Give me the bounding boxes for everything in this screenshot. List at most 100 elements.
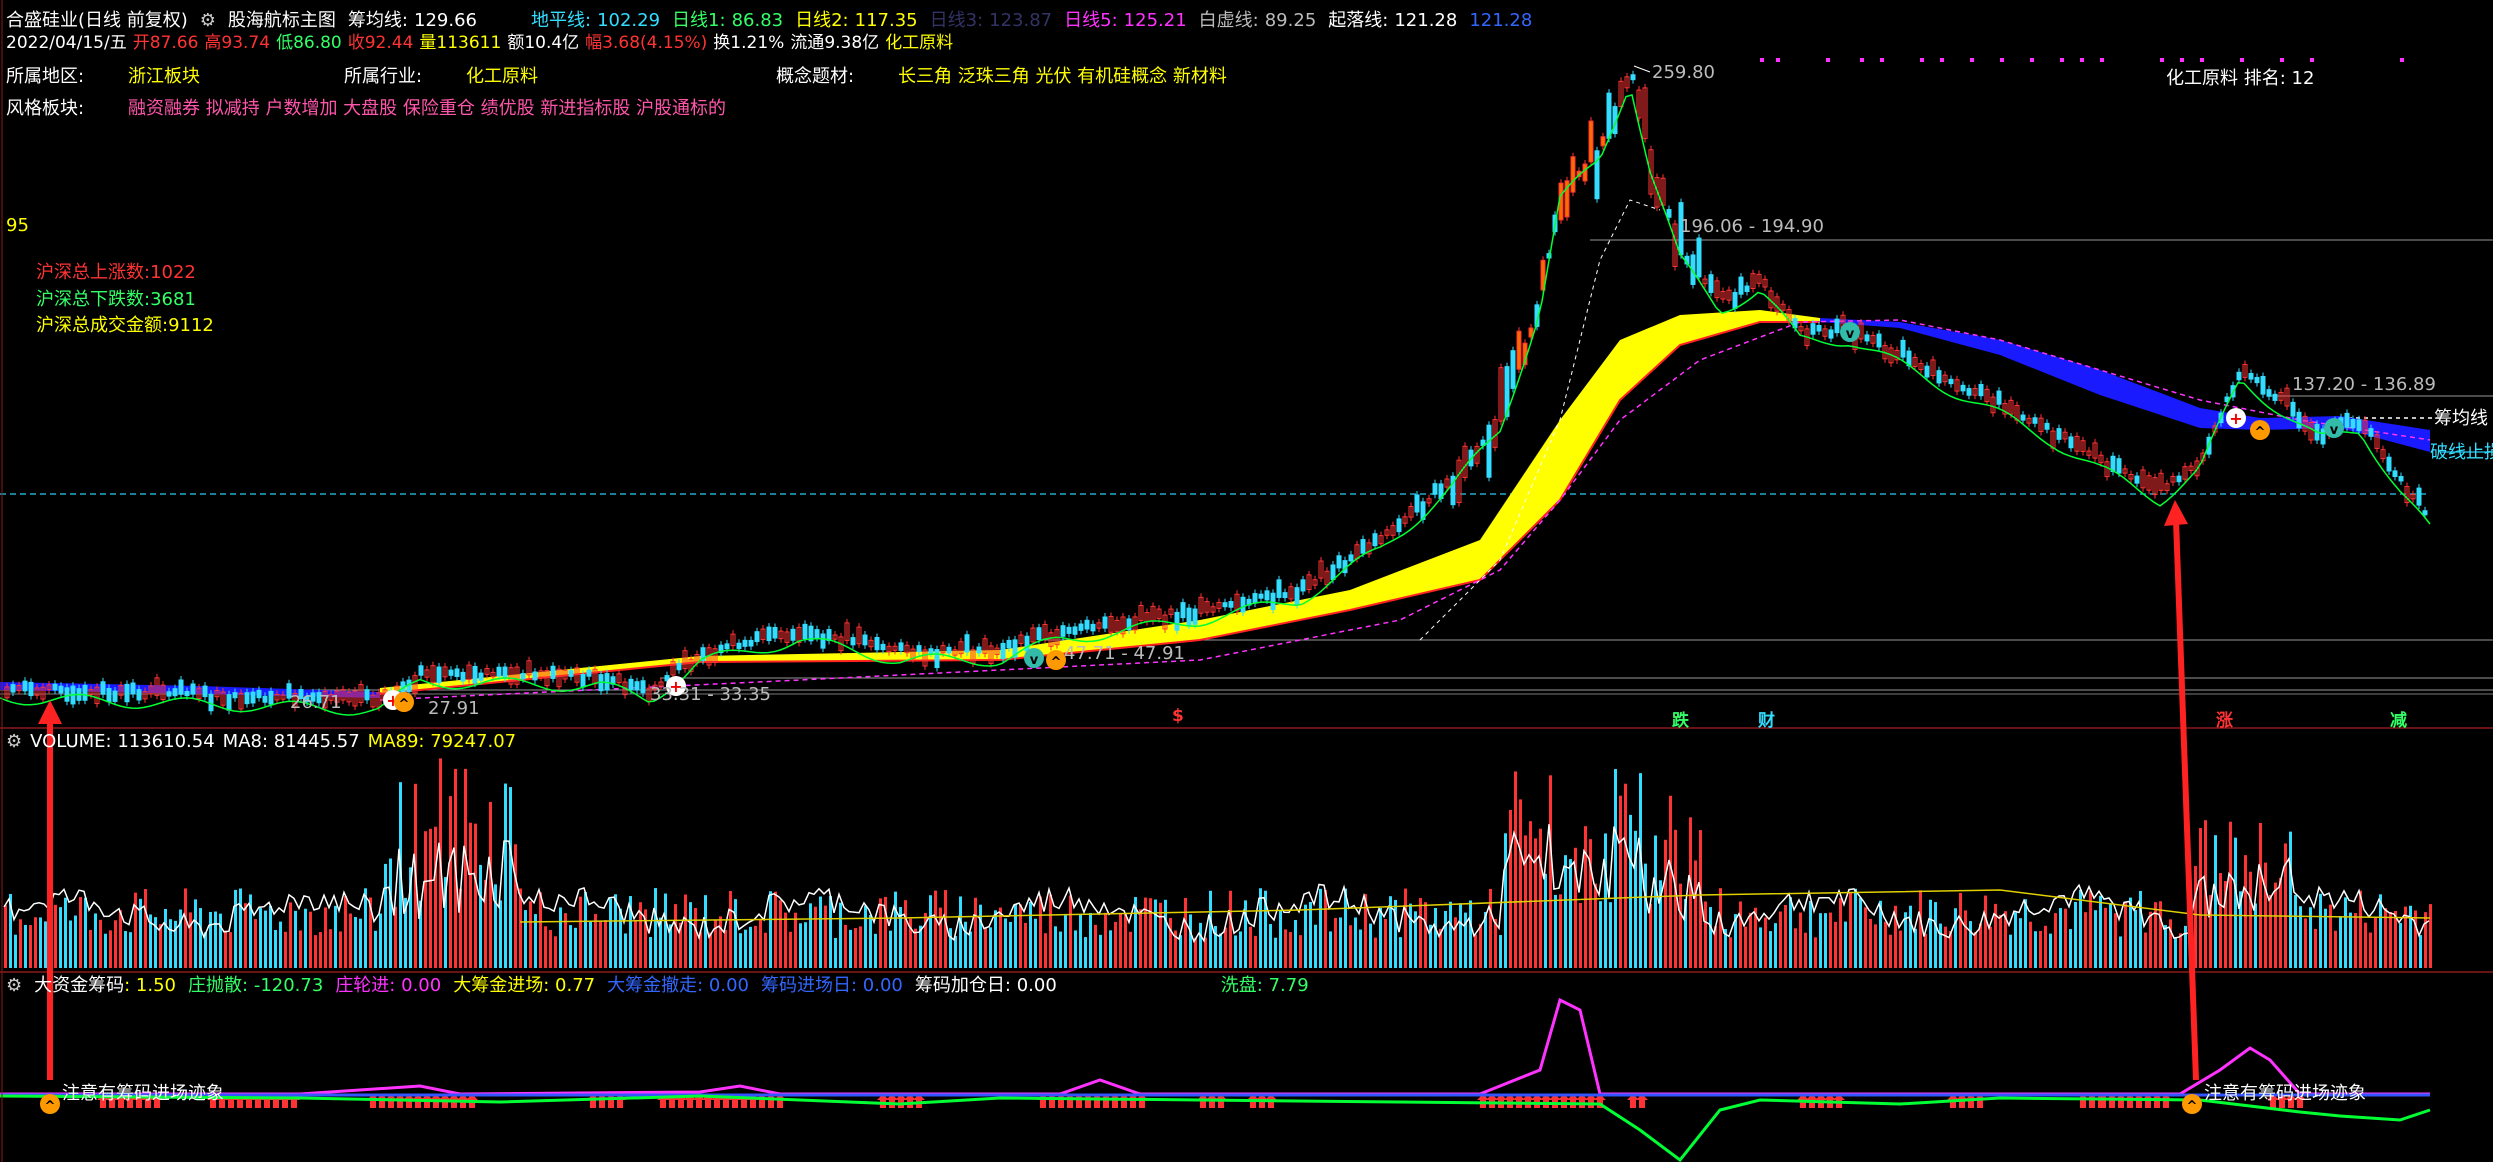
- style-value[interactable]: 融资融券 拟减持 户数增加 大盘股 保险重仓 绩优股 新进指标股 沪股通标的: [128, 98, 727, 119]
- chou-add-day: 筹码加仓日: 0.00: [914, 975, 1057, 996]
- down-arrow-signal-icon-3: v: [2324, 418, 2344, 438]
- baixuxian-value: 白虚线: 89.25: [1198, 10, 1317, 31]
- quote-row: 2022/04/15/五 开87.66 高93.74 低86.80 收92.44…: [6, 32, 953, 54]
- capital-note-right: 注意有筹码进场迹象: [2204, 1083, 2366, 1104]
- band3-label: 47.71 - 47.91: [1064, 643, 1185, 664]
- chou-in-day: 筹码进场日: 0.00: [760, 975, 903, 996]
- quote-float: 流通9.38亿: [790, 33, 880, 53]
- industry-label: 所属行业:: [344, 66, 423, 87]
- quote-amount: 额10.4亿: [507, 33, 580, 53]
- svg-text:^: ^: [1051, 655, 1062, 670]
- stop-loss-label: 破线止损: [2430, 442, 2493, 463]
- score-value: 95: [6, 215, 29, 236]
- event-marker-fall[interactable]: 跌: [1672, 711, 1689, 731]
- chouyun-value: 筹均线: 129.66: [347, 10, 477, 31]
- capital-gear-icon[interactable]: ⚙: [6, 975, 23, 996]
- market-turnover: 沪深总成交金额:9112: [36, 315, 214, 336]
- svg-text:^: ^: [2187, 1099, 2198, 1114]
- event-marker-finance[interactable]: 财: [1758, 711, 1775, 731]
- volume-ma89: MA89: 79247.07: [367, 731, 517, 752]
- quote-close: 收92.44: [347, 33, 414, 53]
- svg-text:v: v: [1030, 653, 1039, 668]
- quote-turnover: 换1.21%: [713, 33, 785, 53]
- qiluoxian-value: 起落线: 121.28: [1328, 10, 1458, 31]
- svg-text:+: +: [2229, 409, 2242, 428]
- svg-text:^: ^: [399, 697, 410, 712]
- quote-volume: 量113611: [419, 33, 502, 53]
- up-arrow-signal-icon-2: ^: [1046, 650, 1066, 670]
- chouyun-line-label: 筹均线: [2434, 408, 2488, 429]
- low2-label: 27.91: [428, 698, 480, 719]
- quote-high: 高93.74: [204, 33, 271, 53]
- indicator-name[interactable]: 股海航标主图: [227, 10, 336, 31]
- volume-bars: [4, 758, 2432, 968]
- dachou-in: 大筹金进场: 0.77: [453, 975, 596, 996]
- volume-ma8: MA8: 81445.57: [222, 731, 360, 752]
- buy-signal-icon-2: +: [666, 676, 686, 696]
- capital-signal-icon-right: ^: [2182, 1094, 2202, 1114]
- event-marker-dollar[interactable]: $: [1172, 706, 1184, 726]
- blue-chip-band: [0, 318, 2430, 698]
- svg-text:+: +: [669, 677, 682, 696]
- dachou-out: 大筹金撤走: 0.00: [607, 975, 749, 996]
- volume-ma89-line: [519, 889, 2431, 923]
- style-label: 风格板块:: [6, 98, 85, 119]
- trailing-value: 121.28: [1469, 10, 1533, 31]
- event-marker-rise[interactable]: 涨: [2216, 711, 2233, 731]
- low1-label: 26.71: [290, 692, 342, 713]
- quote-low: 低86.80: [276, 33, 342, 53]
- up-arrow-signal-icon-3: ^: [2250, 420, 2270, 440]
- big-red-arrow-left: [38, 700, 62, 1080]
- band2-label: 137.20 - 136.89: [2292, 374, 2436, 395]
- indicator-header-row: 合盛硅业(日线 前复权) ⚙ 股海航标主图 筹均线: 129.66 地平线: 102…: [6, 10, 1532, 32]
- magenta-dashed-line: [379, 319, 2431, 701]
- band4-label: 33.31 - 33.35: [650, 684, 771, 705]
- rixian5-value: 日线5: 125.21: [1064, 10, 1187, 31]
- industry-value[interactable]: 化工原料: [466, 66, 538, 87]
- big-red-arrow-right: [2164, 500, 2199, 1081]
- capital-title: 大资金筹码: 1.50: [34, 975, 177, 996]
- market-down-count: 沪深总下跌数:3681: [36, 289, 196, 310]
- quote-date: 2022/04/15/五: [6, 33, 127, 53]
- sector-rank: 化工原料 排名: 12: [2166, 68, 2315, 89]
- svg-text:v: v: [1846, 327, 1855, 342]
- capital-green-line: [0, 1094, 2431, 1162]
- volume-gear-icon[interactable]: ⚙: [6, 731, 23, 752]
- buy-signal-icon-3: +: [2226, 408, 2246, 428]
- rixian1-value: 日线1: 86.83: [672, 10, 784, 31]
- down-arrow-signal-icon-2: v: [1840, 322, 1860, 342]
- region-label: 所属地区:: [6, 66, 85, 87]
- up-arrow-signal-icon: ^: [394, 692, 414, 712]
- stock-name[interactable]: 合盛硅业(日线 前复权): [6, 10, 188, 31]
- wash-value: 洗盘: 7.79: [1220, 975, 1309, 996]
- event-marker-reduce[interactable]: 减: [2390, 711, 2407, 731]
- capital-signal-icon-left: ^: [40, 1094, 60, 1114]
- peak-price-label: 259.80: [1652, 62, 1715, 83]
- concept-value[interactable]: 长三角 泛珠三角 光伏 有机硅概念 新材料: [898, 66, 1227, 87]
- region-value[interactable]: 浙江板块: [128, 66, 200, 87]
- dipingxian-value: 地平线: 102.29: [530, 10, 661, 31]
- volume-ma8-line: [3, 824, 2430, 944]
- settings-gear-icon[interactable]: ⚙: [199, 10, 216, 31]
- svg-text:v: v: [2330, 423, 2339, 438]
- quote-change: 幅3.68(4.15%): [585, 33, 708, 53]
- volume-value: VOLUME: 113610.54: [30, 731, 215, 752]
- capital-magenta-line: [0, 997, 2430, 1096]
- svg-text:^: ^: [2255, 425, 2266, 440]
- rixian3-value: 日线3: 123.87: [929, 10, 1053, 31]
- green-ma-line: [0, 93, 2431, 716]
- svg-text:^: ^: [45, 1099, 56, 1114]
- down-arrow-signal-icon: v: [1024, 648, 1044, 668]
- quote-sector[interactable]: 化工原料: [885, 33, 954, 53]
- capital-note-left: 注意有筹码进场迹象: [62, 1083, 224, 1104]
- capital-header: ⚙ 大资金筹码: 1.50 庄抛散: -120.73 庄轮进: 0.00 大筹金…: [6, 975, 1309, 997]
- yellow-chip-band: [380, 310, 1820, 694]
- zhuang-pao-san: 庄抛散: -120.73: [188, 975, 324, 996]
- zhuang-lun-jin: 庄轮进: 0.00: [335, 975, 442, 996]
- band1-label: 196.06 - 194.90: [1680, 216, 1824, 237]
- peak-pointer: [1633, 65, 1651, 73]
- rixian2-value: 日线2: 117.35: [795, 10, 918, 31]
- white-dashed-line: [1419, 199, 1661, 641]
- red-trend-line: [379, 321, 1820, 695]
